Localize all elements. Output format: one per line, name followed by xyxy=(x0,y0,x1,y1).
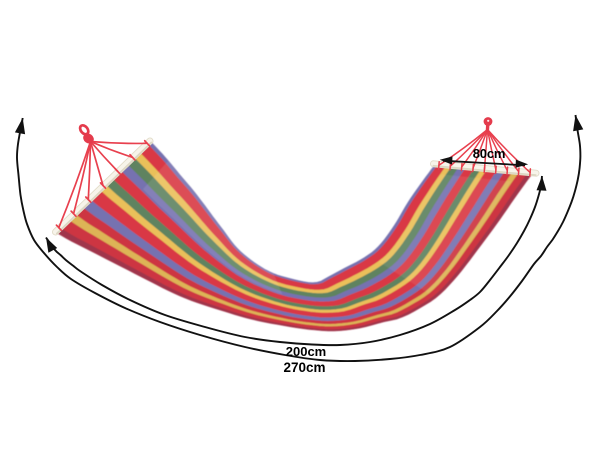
svg-text:270cm: 270cm xyxy=(283,360,325,375)
svg-text:200cm: 200cm xyxy=(286,344,326,359)
svg-text:80cm: 80cm xyxy=(473,146,505,161)
